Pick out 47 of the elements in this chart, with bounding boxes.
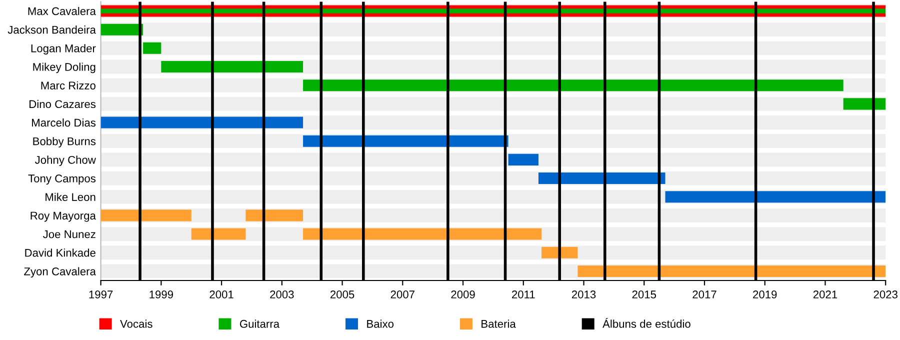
y-tick-label: Tony Campos	[28, 174, 96, 185]
y-tick-label: Max Cavalera	[28, 6, 96, 16]
y-tick-label: David Kinkade	[25, 248, 96, 257]
legend-label: Álbuns de estúdio	[602, 318, 690, 328]
y-tick-label: Zyon Cavalera	[24, 267, 96, 278]
x-tick-label: 2003	[270, 290, 294, 298]
y-tick-label: Roy Mayorga	[30, 212, 96, 222]
x-tick-label: 2017	[692, 290, 716, 298]
legend-label: Guitarra	[240, 320, 280, 328]
bar	[161, 60, 304, 73]
bar	[191, 228, 246, 240]
x-tick-label: 2013	[572, 290, 596, 298]
x-tick-label: 2021	[813, 290, 838, 298]
x-tick-label: 2007	[390, 290, 414, 298]
x-tick-label: 1997	[89, 290, 113, 298]
x-tick-label: 2023	[874, 290, 898, 298]
y-tick-label: Mike Leon	[46, 192, 96, 201]
bar	[100, 24, 144, 36]
bar	[538, 172, 666, 184]
bar	[246, 210, 304, 222]
x-tick-label: 2001	[210, 290, 234, 298]
bar	[665, 191, 886, 203]
y-tick-label: Bobby Burns	[33, 137, 96, 148]
x-tick-label: 2015	[632, 290, 656, 298]
bar	[303, 228, 542, 240]
y-tick-label: Jackson Bandeira	[8, 26, 96, 34]
bar	[100, 116, 304, 128]
y-tick-label: Joe Nunez	[42, 230, 96, 238]
y-tick-label: Mikey Doling	[33, 62, 96, 74]
bar	[100, 210, 192, 222]
x-tick-label: 2011	[512, 290, 535, 298]
bar	[541, 246, 578, 258]
x-tick-label: 1999	[150, 290, 174, 298]
x-tick-label: 2009	[451, 290, 475, 298]
y-tick-label: Logan Mader	[31, 44, 96, 54]
bar	[508, 154, 538, 166]
y-tick-label: Dino Cazares	[30, 100, 96, 108]
x-tick-label: 2005	[330, 290, 354, 298]
y-tick-label: Johny Chow	[34, 156, 96, 166]
y-tick-label: Marc Rizzo	[41, 81, 96, 90]
legend-label: Vocais	[120, 320, 152, 328]
legend-label: Baixo	[367, 320, 394, 328]
legend-label: Bateria	[482, 320, 516, 328]
bar	[843, 98, 886, 110]
x-tick-label: 2019	[753, 290, 777, 298]
bar	[143, 42, 162, 54]
y-tick-label: Marcelo Dias	[32, 118, 96, 127]
